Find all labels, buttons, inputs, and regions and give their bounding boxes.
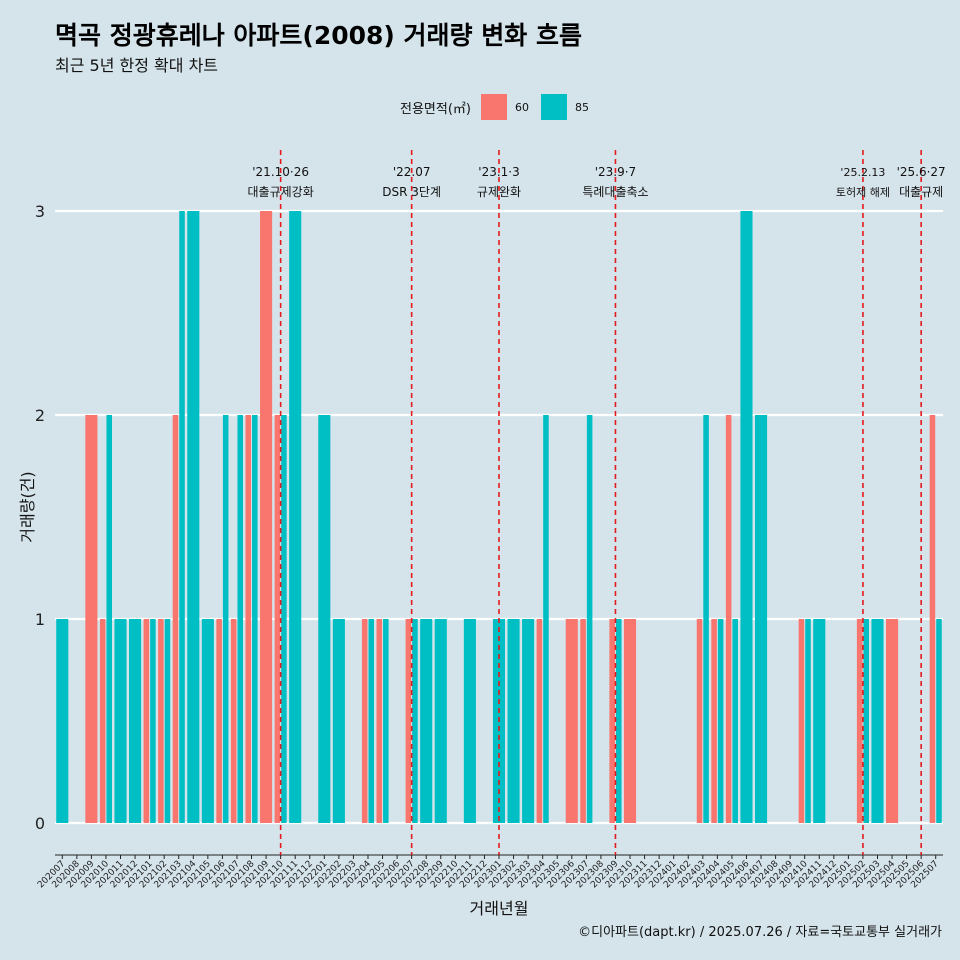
bar (929, 415, 936, 823)
bar (164, 619, 171, 823)
bar (463, 619, 476, 823)
bar (805, 619, 811, 823)
y-axis-title: 거래량(건) (18, 471, 37, 542)
bar (412, 619, 418, 823)
bar (216, 619, 222, 823)
caption: ©디아파트(dapt.kr) / 2025.07.26 / 자료=국토교통부 실… (578, 925, 942, 940)
bar (732, 619, 738, 823)
chart-title: 멱곡 정광휴레나 아파트(2008) 거래량 변화 흐름 (55, 21, 582, 50)
x-axis-title: 거래년월 (470, 899, 529, 918)
legend-swatch-60 (480, 94, 507, 120)
event-date-label: '23.1·3 (478, 165, 519, 179)
bar (332, 619, 345, 823)
event-label: 특례대출축소 (582, 185, 648, 199)
bar (615, 619, 622, 823)
bar (536, 619, 543, 823)
event-date-label: '25.6·27 (897, 165, 946, 179)
legend-label-85: 85 (574, 100, 589, 114)
event-date-label: '21.10·26 (252, 165, 309, 179)
y-tick-label: 1 (35, 610, 45, 629)
bar (281, 415, 287, 823)
bar (565, 619, 578, 823)
bar (129, 619, 142, 823)
legend-swatch-85 (540, 94, 567, 120)
bar (230, 619, 237, 823)
bar (56, 619, 69, 823)
bar (150, 619, 156, 823)
bar (522, 619, 535, 823)
bar (543, 415, 549, 823)
bar (106, 415, 113, 823)
bar (252, 415, 258, 823)
event-date-label: '25.2.13 (840, 166, 885, 179)
event-label: 대출규제 (899, 185, 943, 199)
bar (420, 619, 433, 823)
bar (318, 415, 331, 823)
bar (143, 619, 150, 823)
bar (368, 619, 375, 823)
bar (586, 415, 593, 823)
event-label: DSR 3단계 (382, 185, 441, 199)
bar (274, 415, 281, 823)
bar (434, 619, 447, 823)
bar (507, 619, 520, 823)
bar (711, 619, 717, 823)
event-label: 대출규제강화 (248, 185, 314, 199)
bar (361, 619, 368, 823)
bar (856, 619, 863, 823)
bar (179, 211, 185, 823)
bar (717, 619, 724, 823)
legend-label-60: 60 (514, 100, 529, 114)
bar (260, 211, 273, 823)
bar (172, 415, 179, 823)
y-tick-label: 3 (35, 202, 45, 221)
legend-title: 전용면적(㎡) (400, 101, 471, 117)
chart-subtitle: 최근 5년 한정 확대 차트 (55, 56, 219, 75)
bar (85, 415, 98, 823)
bar (114, 619, 127, 823)
bar (885, 619, 899, 823)
event-date-label: '23.9·7 (595, 165, 636, 179)
event-label: 규제완화 (477, 185, 521, 199)
bar (289, 211, 302, 823)
event-label: 토허제 해제 (836, 185, 890, 199)
bar (813, 619, 826, 823)
bar (245, 415, 252, 823)
bar (863, 619, 869, 823)
bar (740, 211, 753, 823)
bar (158, 619, 164, 823)
bar (798, 619, 805, 823)
bar (383, 619, 389, 823)
bar (623, 619, 637, 823)
bar (609, 619, 615, 823)
y-tick-label: 0 (35, 814, 45, 833)
bar (754, 415, 768, 823)
bar (871, 619, 884, 823)
bar (99, 619, 106, 823)
bar (405, 619, 412, 823)
bar (703, 415, 709, 823)
bar (187, 211, 200, 823)
bar (201, 619, 214, 823)
bar (725, 415, 732, 823)
bar (237, 415, 244, 823)
bar (222, 415, 229, 823)
bar (696, 619, 703, 823)
legend: 전용면적(㎡) 60 85 (400, 93, 601, 121)
bar (376, 619, 383, 823)
event-date-label: '22.07 (393, 165, 431, 179)
bar (580, 619, 586, 823)
bar (936, 619, 942, 823)
y-tick-label: 2 (35, 406, 45, 425)
